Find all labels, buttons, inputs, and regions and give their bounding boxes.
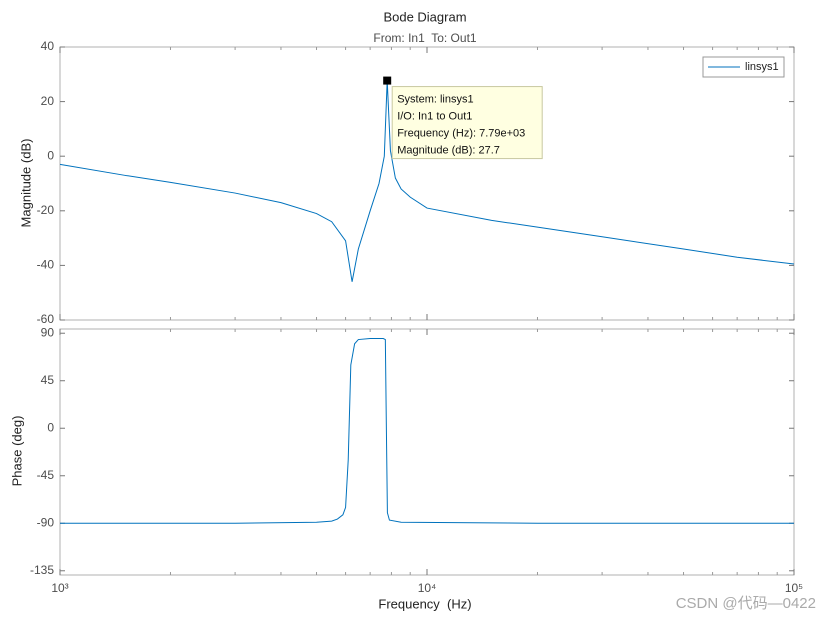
legend-box bbox=[702, 56, 785, 78]
legend-label: linsys1 bbox=[745, 61, 779, 73]
y-axis-label: Magnitude (dB) bbox=[18, 139, 33, 228]
y-tick-label: 20 bbox=[41, 94, 55, 108]
datatip-marker bbox=[383, 76, 392, 85]
y-tick-label: 0 bbox=[47, 420, 54, 434]
chart-subtitle: From: In1 To: Out1 bbox=[373, 31, 476, 45]
datatip-box bbox=[391, 86, 543, 160]
plot-area bbox=[59, 328, 795, 576]
watermark: CSDN @代码—0422 bbox=[676, 595, 816, 612]
y-tick-label: 90 bbox=[41, 325, 55, 339]
x-tick-label: 10⁵ bbox=[785, 581, 803, 595]
x-axis-label: Frequency (Hz) bbox=[378, 596, 471, 611]
x-tick-label: 10³ bbox=[51, 581, 68, 595]
chart-title: Bode Diagram bbox=[383, 9, 466, 24]
y-tick-label: -60 bbox=[37, 312, 55, 326]
y-tick-label: -40 bbox=[37, 258, 55, 272]
y-tick-label: 0 bbox=[47, 148, 54, 162]
y-axis-label: Phase (deg) bbox=[9, 416, 24, 487]
y-tick-label: -20 bbox=[37, 203, 55, 217]
datatip-text: System: linsys1 bbox=[397, 93, 473, 105]
data-line bbox=[60, 338, 794, 524]
y-tick-label: 40 bbox=[41, 39, 55, 53]
datatip-text: Magnitude (dB): 27.7 bbox=[397, 144, 500, 156]
y-tick-label: 45 bbox=[41, 373, 55, 387]
y-tick-label: -45 bbox=[37, 468, 55, 482]
datatip-text: I/O: In1 to Out1 bbox=[397, 110, 472, 122]
y-tick-label: -135 bbox=[30, 563, 54, 577]
data-line bbox=[59, 80, 795, 282]
x-tick-label: 10⁴ bbox=[418, 581, 437, 595]
y-tick-label: -90 bbox=[37, 515, 55, 529]
datatip-text: Frequency (Hz): 7.79e+03 bbox=[397, 127, 525, 139]
